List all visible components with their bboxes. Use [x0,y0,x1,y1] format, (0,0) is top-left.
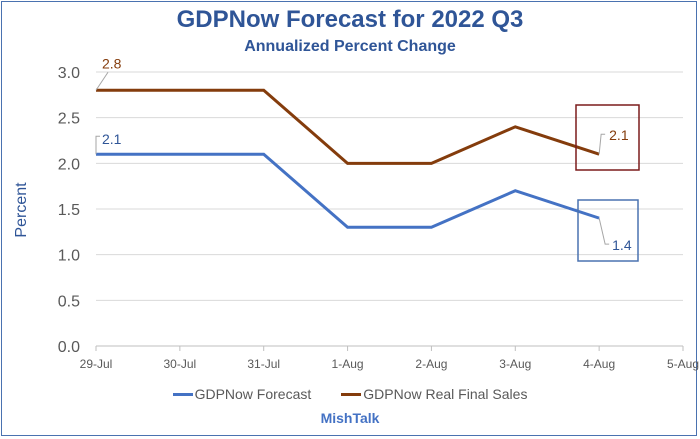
y-tick-label: 3.0 [58,65,80,82]
x-tick-label: 3-Aug [499,357,531,371]
y-tick-label: 2.5 [58,111,80,128]
x-tick-label: 2-Aug [415,357,447,371]
x-tick-label: 29-Jul [80,357,113,371]
series-line-forecast [96,152,600,229]
leader-line [598,218,610,245]
highlight-box-forecast [577,199,639,262]
y-tick-label: 1.5 [58,202,80,219]
series-line-real-final-sales [96,88,600,165]
legend-item-real-final-sales: GDPNow Real Final Sales [341,386,527,402]
highlight-box-real-final-sales [575,104,640,171]
leader-line [95,135,100,155]
y-tick-label: 0.5 [58,293,80,310]
chart-subtitle: Annualized Percent Change [244,38,456,55]
legend-swatch-real-final-sales [341,392,362,396]
y-tick-label: 0.0 [58,339,80,356]
data-label: 2.1 [102,131,122,147]
leader-line [95,71,109,91]
y-tick-label: 2.0 [58,156,80,173]
x-tick-label: 1-Aug [332,357,364,371]
footer-credit: MishTalk [320,410,380,426]
x-tick-label: 31-Jul [247,357,280,371]
legend-item-forecast: GDPNow Forecast [172,386,312,402]
data-label: 1.4 [612,237,632,253]
legend: GDPNow Forecast GDPNow Real Final Sales [0,386,700,402]
chart-title: GDPNow Forecast for 2022 Q3 [176,6,524,33]
y-tick-label: 1.0 [58,248,80,265]
data-label: 2.8 [102,55,122,71]
legend-label-forecast: GDPNow Forecast [194,386,312,402]
x-tick-label: 5-Aug [667,357,699,371]
x-tick-label: 4-Aug [583,357,615,371]
legend-swatch-forecast [172,392,193,396]
legend-label-real-final-sales: GDPNow Real Final Sales [363,386,528,402]
x-tick-label: 30-Jul [164,357,197,371]
data-label: 2.1 [609,127,629,143]
leader-line [598,133,606,155]
